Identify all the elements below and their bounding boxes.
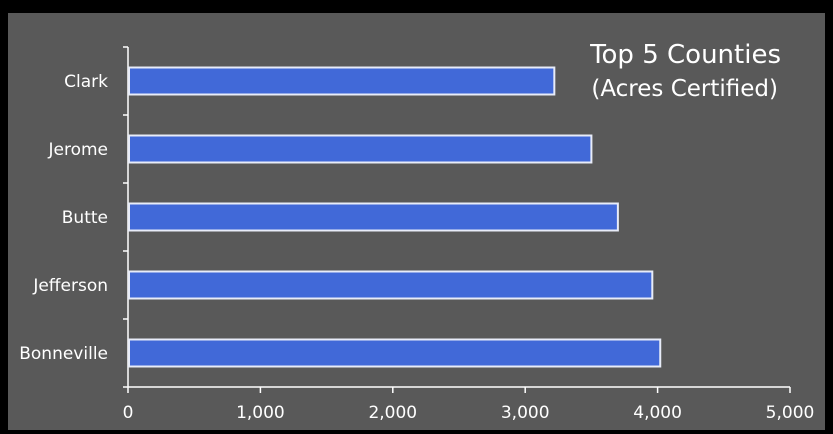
y-tick-label: Butte [62, 208, 108, 228]
y-tick-label: Clark [64, 72, 108, 92]
x-tick-label: 2,000 [368, 403, 417, 423]
x-tick-label: 3,000 [501, 403, 550, 423]
y-tick-label: Bonneville [19, 344, 108, 364]
chart-subtitle: (Acres Certified) [591, 76, 778, 102]
x-tick-label: 1,000 [236, 403, 285, 423]
bar-clark [128, 66, 556, 96]
x-tick-label: 0 [123, 403, 134, 423]
bar-butte [128, 202, 619, 232]
y-tick-label: Jerome [47, 140, 108, 160]
x-tick-label: 5,000 [766, 403, 815, 423]
bar-bonneville [128, 338, 662, 368]
bar-jefferson [128, 270, 654, 300]
bar-jerome [128, 134, 593, 164]
x-tick-label: 4,000 [633, 403, 682, 423]
chart-title: Top 5 Counties [590, 40, 781, 70]
y-tick-label: Jefferson [32, 276, 108, 296]
